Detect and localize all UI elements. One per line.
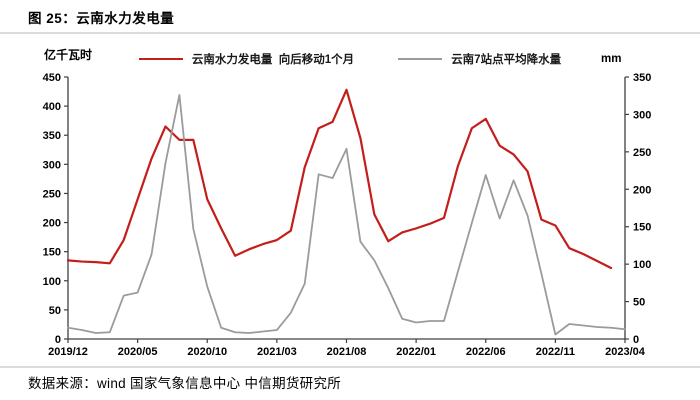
left-y-axis-tick-label: 450 [43,72,61,84]
precipitation-series-swatch [398,57,443,61]
title-divider [0,32,700,34]
x-axis-tick-label: 2023/04 [605,346,646,358]
left-y-axis-tick-label: 350 [43,130,61,142]
x-axis-tick-label: 2020/05 [118,346,158,358]
x-axis-tick-label: 2022/06 [466,346,506,358]
x-axis-tick-label: 2021/03 [257,346,297,358]
right-y-axis-tick-label: 100 [633,259,651,271]
figure-title: 图 25：云南水力发电量 [28,11,175,26]
right-y-axis-tick-label: 300 [633,109,651,121]
left-y-axis-tick-label: 300 [43,159,61,171]
right-y-axis-tick-label: 0 [633,334,639,346]
left-y-axis-tick-label: 0 [55,334,61,346]
x-axis-tick-label: 2022/01 [396,346,436,358]
hydropower-series-swatch [138,57,183,61]
right-y-axis-tick-label: 350 [633,72,651,84]
x-axis-tick-label: 2020/10 [187,346,227,358]
right-y-axis-tick-label: 150 [633,222,651,234]
right-axis-unit-label: mm [601,53,622,65]
precipitation-series-label: 云南7站点平均降水量 [451,54,562,66]
right-y-axis-tick-label: 200 [633,184,651,196]
right-y-axis-tick-label: 50 [633,297,645,309]
left-y-axis-tick-label: 100 [43,276,61,288]
left-y-axis-tick-label: 50 [49,305,61,317]
chart-legend: 云南水力发电量 向后移动1个月 云南7站点平均降水量 [0,51,700,67]
left-axis-unit-label: 亿千瓦时 [44,48,93,62]
left-y-axis-tick-label: 150 [43,247,61,259]
hydropower-line-series [66,88,613,270]
precipitation-line-series [67,94,626,336]
footer-divider [0,366,700,368]
left-y-axis-tick-label: 200 [43,218,61,230]
left-y-axis-tick-label: 400 [43,101,61,113]
x-axis-tick-label: 2022/11 [536,346,575,358]
left-y-axis-tick-label: 250 [43,188,61,200]
x-axis-tick-label: 2021/08 [327,346,367,358]
x-axis-tick-label: 2019/12 [48,346,88,358]
right-y-axis-tick-label: 250 [633,147,651,159]
data-source-note: 数据来源：wind 国家气象信息中心 中信期货研究所 [28,376,342,391]
hydropower-series-label: 云南水力发电量 向后移动1个月 [191,54,355,66]
